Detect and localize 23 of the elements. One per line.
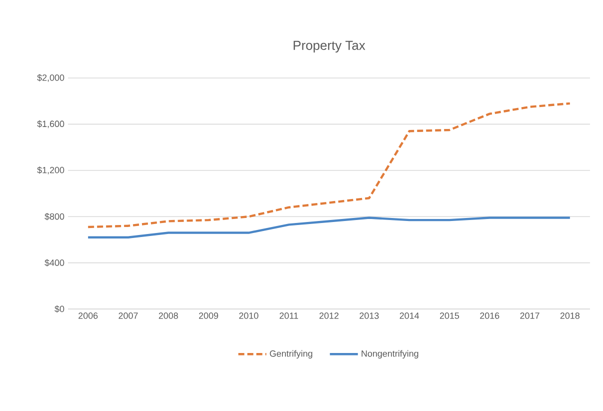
x-tick-label: 2017 [520,312,540,319]
x-tick-label: 2013 [360,312,379,319]
x-tick-label: 2016 [480,312,500,319]
y-tick-label: $1,200 [37,166,64,174]
y-tick-label: $1,600 [37,120,64,128]
legend-label: Gentrifying [270,350,312,358]
x-tick-label: 2018 [560,312,580,319]
y-tick-label: $400 [44,259,64,266]
x-tick-label: 2009 [199,312,218,319]
chart-title: Property Tax [294,40,366,52]
y-tick-label: $2,000 [37,74,64,82]
x-tick-label: 2006 [78,312,98,319]
x-tick-label: 2014 [400,312,420,319]
y-tick-label: $800 [44,212,64,220]
x-tick-label: 2008 [158,312,178,319]
y-tick-label: $0 [54,305,64,313]
x-tick-label: 2012 [319,312,339,319]
line-series [86,102,572,228]
x-tick-label: 2011 [280,312,298,319]
legend-label: Nongentrifying [362,350,418,358]
x-tick-label: 2007 [118,312,138,319]
x-tick-label: 2010 [239,312,258,319]
x-tick-label: 2015 [440,312,460,319]
